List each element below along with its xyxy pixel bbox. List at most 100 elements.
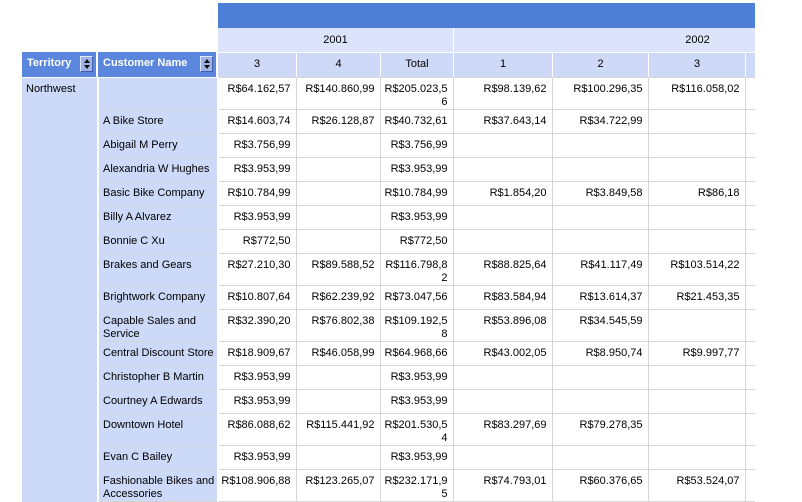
value-cell <box>452 445 553 470</box>
value-cell: R$3.953,99 <box>217 365 297 390</box>
filler-cell <box>745 181 755 206</box>
value-cell <box>452 133 553 158</box>
value-cell: R$123.265,07 <box>295 469 381 502</box>
value-cell: R$88.825,64 <box>452 253 553 286</box>
sort-asc-icon <box>83 59 90 63</box>
value-cell: R$109.192,58 <box>379 309 454 342</box>
value-cell <box>452 157 553 182</box>
value-cell: R$10.784,99 <box>217 181 297 206</box>
value-cell: R$86.088,62 <box>217 413 297 446</box>
filler-cell <box>745 109 755 134</box>
value-cell: R$37.643,14 <box>452 109 553 134</box>
value-cell <box>647 205 746 230</box>
value-cell: R$3.953,99 <box>379 205 454 230</box>
value-cell: R$108.906,88 <box>217 469 297 502</box>
value-cell: R$34.722,99 <box>551 109 649 134</box>
value-cell: R$103.514,22 <box>647 253 746 286</box>
value-cell: R$3.953,99 <box>379 389 454 414</box>
territory-header-cell: Territory <box>22 52 96 77</box>
value-cell: R$74.793,01 <box>452 469 553 502</box>
filler-cell <box>745 285 755 310</box>
customer-cell: A Bike Store <box>98 109 219 134</box>
value-cell: R$32.390,20 <box>217 309 297 342</box>
value-cell <box>551 445 649 470</box>
filler-cell <box>745 365 755 390</box>
value-cell <box>647 309 746 342</box>
filler-cell <box>745 77 755 110</box>
customer-cell: Courtney A Edwards <box>98 389 219 414</box>
value-cell <box>647 365 746 390</box>
filler-cell <box>745 341 755 366</box>
value-cell: R$98.139,62 <box>452 77 553 110</box>
value-cell <box>295 445 381 470</box>
customer-cell: Brightwork Company <box>98 285 219 310</box>
value-cell <box>295 229 381 254</box>
value-cell: R$27.210,30 <box>217 253 297 286</box>
value-cell: R$83.584,94 <box>452 285 553 310</box>
value-cell: R$26.128,87 <box>295 109 381 134</box>
value-cell: R$13.614,37 <box>551 285 649 310</box>
customer-name-header-label: Customer Name <box>103 57 188 69</box>
filler-cell <box>745 253 755 286</box>
value-cell <box>647 413 746 446</box>
value-cell: R$21.453,35 <box>647 285 746 310</box>
customer-cell: Brakes and Gears <box>98 253 219 286</box>
table-row: Courtney A Edwards R$3.953,99 R$3.953,99 <box>22 389 755 414</box>
value-cell: R$232.171,95 <box>379 469 454 502</box>
value-cell: R$76.802,38 <box>295 309 381 342</box>
value-cell: R$1.854,20 <box>452 181 553 206</box>
customer-cell: Alexandria W Hughes <box>98 157 219 182</box>
column-header-2001-q3: 3 <box>253 58 261 70</box>
customer-cell: Capable Sales and Service <box>98 309 219 342</box>
customer-cell: Evan C Bailey <box>98 445 219 470</box>
value-cell <box>452 205 553 230</box>
value-cell <box>295 157 381 182</box>
year-header-row: 2001 2002 <box>218 28 755 52</box>
value-cell <box>452 389 553 414</box>
value-cell: R$772,50 <box>217 229 297 254</box>
value-cell: R$3.756,99 <box>379 133 454 158</box>
value-cell: R$10.784,99 <box>379 181 454 206</box>
column-header-2001-q4: 4 <box>296 53 380 77</box>
value-cell: R$73.047,56 <box>379 285 454 310</box>
column-header-2002-q1: 1 <box>453 53 552 77</box>
customer-name-header-cell: Customer Name <box>98 52 216 77</box>
value-cell: R$3.953,99 <box>217 445 297 470</box>
value-cell <box>551 133 649 158</box>
customer-cell <box>98 77 219 110</box>
value-cell: R$79.278,35 <box>551 413 649 446</box>
value-cell <box>647 389 746 414</box>
filler-cell <box>745 389 755 414</box>
value-cell: R$60.376,65 <box>551 469 649 502</box>
value-cell: R$64.968,66 <box>379 341 454 366</box>
territory-header-label: Territory <box>27 57 72 69</box>
value-cell: R$3.953,99 <box>217 389 297 414</box>
territory-sort-button[interactable] <box>80 56 93 72</box>
table-row: A Bike Store R$14.603,74 R$26.128,87 R$40.7… <box>22 109 755 134</box>
value-cell: R$86,18 <box>647 181 746 206</box>
table-row: Evan C Bailey R$3.953,99 R$3.953,99 <box>22 445 755 470</box>
territory-group-cell: Northwest <box>22 77 99 502</box>
value-cell: R$43.002,05 <box>452 341 553 366</box>
table-row: Downtown Hotel R$86.088,62 R$115.441,92 R$2… <box>22 413 755 446</box>
value-cell <box>647 445 746 470</box>
value-cell: R$8.950,74 <box>551 341 649 366</box>
column-header-2002-q2: 2 <box>552 53 648 77</box>
value-cell <box>452 229 553 254</box>
value-cell: R$62.239,92 <box>295 285 381 310</box>
customer-sort-button[interactable] <box>200 56 213 72</box>
value-cell <box>295 205 381 230</box>
year-group-2001: 2001 <box>323 34 348 46</box>
filler-cell <box>745 445 755 470</box>
value-cell: R$34.545,59 <box>551 309 649 342</box>
value-cell: R$9.997,77 <box>647 341 746 366</box>
value-cell: R$3.953,99 <box>379 365 454 390</box>
value-cell <box>295 365 381 390</box>
value-cell <box>551 229 649 254</box>
value-cell: R$3.953,99 <box>217 205 297 230</box>
value-cell <box>452 365 553 390</box>
table-row: Brakes and Gears R$27.210,30 R$89.588,52 R$… <box>22 253 755 286</box>
value-cell <box>551 205 649 230</box>
table-row: Abigail M Perry R$3.756,99 R$3.756,99 <box>22 133 755 158</box>
customer-cell: Bonnie C Xu <box>98 229 219 254</box>
